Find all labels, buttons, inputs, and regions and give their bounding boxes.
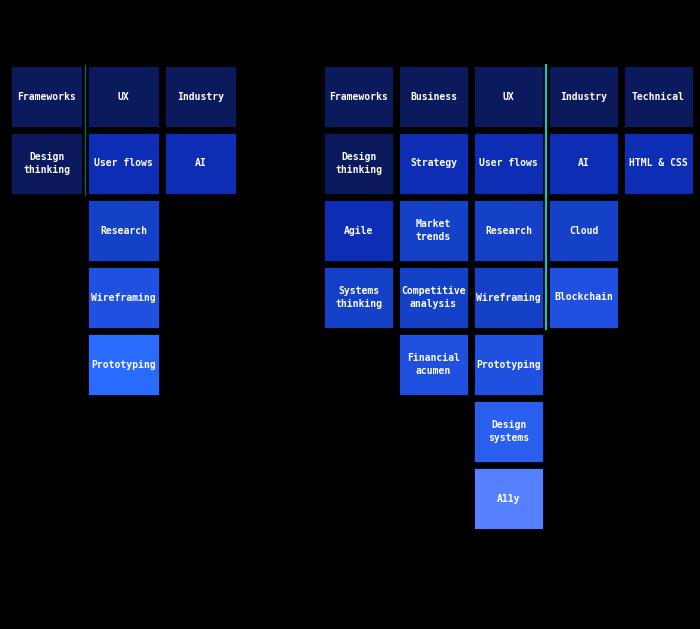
FancyBboxPatch shape [548,199,619,262]
FancyBboxPatch shape [473,65,544,128]
Text: Business: Business [410,91,457,101]
FancyBboxPatch shape [10,132,83,195]
FancyBboxPatch shape [473,132,544,195]
FancyBboxPatch shape [323,266,394,329]
Text: Research: Research [100,226,147,235]
Text: User flows: User flows [479,159,538,169]
FancyBboxPatch shape [10,65,83,128]
FancyBboxPatch shape [473,467,544,530]
Text: Wireframing: Wireframing [476,292,541,303]
FancyBboxPatch shape [548,266,619,329]
FancyBboxPatch shape [164,132,237,195]
FancyBboxPatch shape [473,333,544,396]
FancyBboxPatch shape [87,199,160,262]
FancyBboxPatch shape [164,65,237,128]
FancyBboxPatch shape [87,333,160,396]
Text: Industry: Industry [560,91,607,101]
Text: UX: UX [503,91,514,101]
Text: A11y: A11y [497,494,520,503]
FancyBboxPatch shape [623,132,694,195]
Text: Technical: Technical [632,91,685,101]
FancyBboxPatch shape [398,199,469,262]
Text: Wireframing: Wireframing [91,292,156,303]
Text: Frameworks: Frameworks [329,91,388,101]
Text: UX: UX [118,91,130,101]
FancyBboxPatch shape [398,266,469,329]
Text: Prototyping: Prototyping [476,360,541,369]
Text: Market
trends: Market trends [416,220,451,242]
FancyBboxPatch shape [398,333,469,396]
Text: Design
thinking: Design thinking [335,152,382,175]
FancyBboxPatch shape [548,132,619,195]
Text: AI: AI [578,159,589,169]
Text: Competitive
analysis: Competitive analysis [401,286,466,309]
Text: Research: Research [485,226,532,235]
Text: User flows: User flows [94,159,153,169]
Text: Strategy: Strategy [410,159,457,169]
Text: Prototyping: Prototyping [91,360,156,369]
FancyBboxPatch shape [623,65,694,128]
Text: Financial
acumen: Financial acumen [407,353,460,376]
Text: Frameworks: Frameworks [17,91,76,101]
FancyBboxPatch shape [473,199,544,262]
Text: Blockchain: Blockchain [554,292,613,303]
FancyBboxPatch shape [323,199,394,262]
Text: Design
systems: Design systems [488,420,529,443]
Text: AI: AI [195,159,206,169]
FancyBboxPatch shape [87,266,160,329]
FancyBboxPatch shape [473,266,544,329]
Text: Systems
thinking: Systems thinking [335,286,382,309]
FancyBboxPatch shape [323,132,394,195]
Text: Agile: Agile [344,225,373,235]
Text: Design
thinking: Design thinking [23,152,70,175]
FancyBboxPatch shape [398,132,469,195]
Text: Cloud: Cloud [569,226,598,235]
FancyBboxPatch shape [323,65,394,128]
Text: HTML & CSS: HTML & CSS [629,159,688,169]
FancyBboxPatch shape [548,65,619,128]
FancyBboxPatch shape [473,400,544,463]
Text: Industry: Industry [177,91,224,101]
FancyBboxPatch shape [87,65,160,128]
FancyBboxPatch shape [398,65,469,128]
FancyBboxPatch shape [87,132,160,195]
